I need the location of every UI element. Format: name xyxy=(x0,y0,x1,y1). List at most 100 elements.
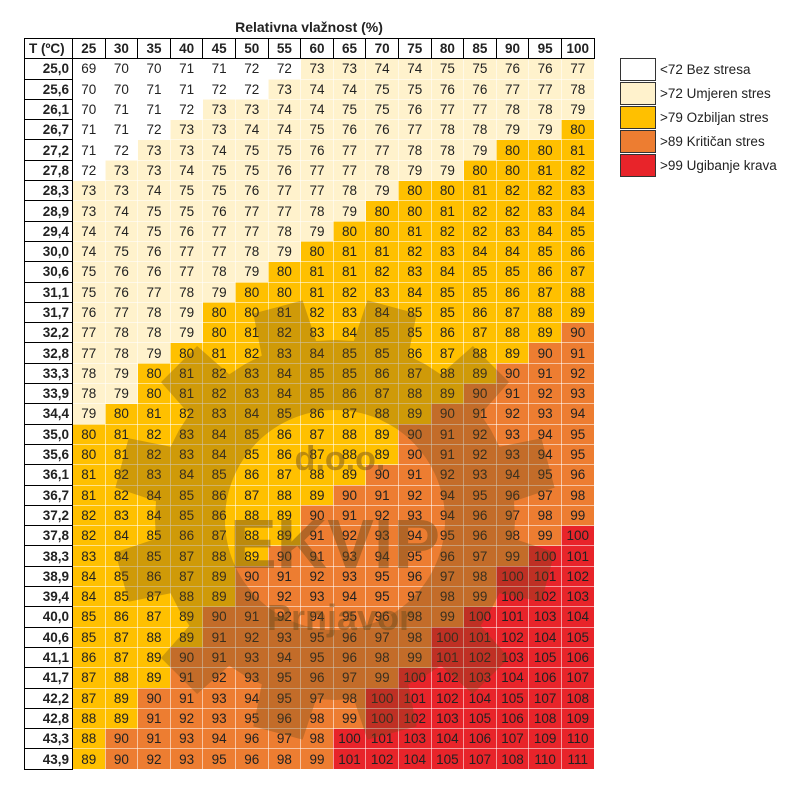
heat-index-cell: 86 xyxy=(202,504,236,527)
heat-index-cell: 105 xyxy=(430,748,465,770)
legend-swatch xyxy=(620,57,656,81)
heat-index-cell: 87 xyxy=(234,484,269,506)
heat-index-cell: 89 xyxy=(495,342,530,364)
heat-index-cell: 102 xyxy=(528,586,562,608)
legend: <72 Bez stresa >72 Umjeren stres >79 Ozbil… xyxy=(620,57,777,177)
heat-index-cell: 85 xyxy=(202,464,236,486)
heat-index-cell: 79 xyxy=(495,119,530,141)
heat-index-cell: 93 xyxy=(365,525,399,547)
heat-index-cell: 82 xyxy=(137,443,171,466)
heat-index-cell: 90 xyxy=(332,484,367,506)
heat-index-cell: 85 xyxy=(463,261,497,283)
heat-index-cell: 82 xyxy=(397,240,432,263)
heat-index-cell: 101 xyxy=(397,687,432,709)
heat-index-cell: 84 xyxy=(300,342,334,364)
heat-index-cell: 74 xyxy=(365,58,399,80)
heat-index-cell: 98 xyxy=(300,728,334,750)
heat-index-cell: 85 xyxy=(137,545,171,567)
heat-index-cell: 96 xyxy=(234,748,269,770)
heat-index-cell: 90 xyxy=(560,322,595,344)
heat-index-cell: 73 xyxy=(72,200,106,222)
heat-index-cell: 88 xyxy=(202,545,236,567)
heat-index-cell: 92 xyxy=(463,423,497,445)
legend-threshold: >99 xyxy=(660,157,683,173)
heat-index-cell: 87 xyxy=(72,687,106,709)
heat-index-cell: 81 xyxy=(332,240,367,263)
temperature-row-label: 37,8 xyxy=(24,525,73,547)
heat-index-cell: 97 xyxy=(397,586,432,608)
heat-index-cell: 107 xyxy=(560,667,595,689)
heat-index-cell: 95 xyxy=(397,545,432,567)
legend-threshold: >79 xyxy=(660,109,683,125)
heat-index-cell: 82 xyxy=(365,261,399,283)
heat-index-cell: 83 xyxy=(169,423,204,445)
heat-index-cell: 100 xyxy=(365,687,399,709)
heat-index-cell: 74 xyxy=(332,78,367,100)
heat-index-cell: 104 xyxy=(528,626,562,648)
table-row: 36,1 81 82 83 84 85 86 87 88 89 90 91 92 93 94 95 96 xyxy=(24,464,595,486)
heat-index-cell: 101 xyxy=(495,606,530,628)
heat-index-cell: 91 xyxy=(463,403,497,425)
heat-index-cell: 92 xyxy=(397,484,432,506)
heat-index-cell: 87 xyxy=(137,606,171,628)
heat-index-cell: 84 xyxy=(495,240,530,263)
legend-swatch xyxy=(620,153,656,177)
heat-index-cell: 76 xyxy=(234,180,269,202)
heat-index-cell: 75 xyxy=(234,139,269,161)
heat-index-cell: 85 xyxy=(365,322,399,344)
heat-index-cell: 94 xyxy=(300,606,334,628)
heat-index-cell: 72 xyxy=(169,98,204,121)
heat-index-cell: 94 xyxy=(397,525,432,547)
heat-index-cell: 92 xyxy=(495,403,530,425)
table-row: 31,7 76 77 78 79 80 80 81 82 83 84 85 85 86 87 88 89 xyxy=(24,301,595,324)
heat-index-cell: 82 xyxy=(104,464,139,486)
heat-index-cell: 92 xyxy=(137,748,171,770)
heat-index-cell: 76 xyxy=(202,200,236,222)
heat-index-cell: 92 xyxy=(528,383,562,405)
heat-index-cell: 73 xyxy=(332,58,367,80)
heat-index-cell: 85 xyxy=(72,606,106,628)
heat-index-cell: 88 xyxy=(300,464,334,486)
table-row: 27,8 72 73 73 74 75 75 76 77 77 78 79 79 80 80 81 82 xyxy=(24,159,595,182)
heat-index-cell: 88 xyxy=(104,667,139,689)
heat-index-cell: 85 xyxy=(72,626,106,648)
heat-index-cell: 83 xyxy=(300,322,334,344)
heat-index-cell: 78 xyxy=(267,220,302,242)
heat-index-cell: 84 xyxy=(72,586,106,608)
temperature-row-label: 37,2 xyxy=(24,504,73,527)
row-header-label: T (ºC) xyxy=(24,37,73,60)
heat-index-cell: 91 xyxy=(169,667,204,689)
heat-index-cell: 78 xyxy=(463,119,497,141)
heat-index-cell: 74 xyxy=(72,240,106,263)
heat-index-cell: 84 xyxy=(267,383,302,405)
heat-index-cell: 91 xyxy=(430,423,465,445)
heat-index-cell: 75 xyxy=(365,78,399,100)
table-row: 32,2 77 78 78 79 80 81 82 83 84 85 85 86 87 88 89 90 xyxy=(24,322,595,344)
heat-index-cell: 106 xyxy=(495,707,530,730)
heat-index-cell: 82 xyxy=(528,180,562,202)
heat-index-cell: 77 xyxy=(528,78,562,100)
heat-index-cell: 80 xyxy=(267,281,302,303)
heat-index-cell: 78 xyxy=(202,261,236,283)
temperature-row-label: 27,2 xyxy=(24,139,73,161)
heat-index-cell: 78 xyxy=(430,139,465,161)
heat-index-cell: 82 xyxy=(169,403,204,425)
heat-index-cell: 87 xyxy=(267,464,302,486)
heat-index-cell: 111 xyxy=(560,748,595,770)
heat-index-cell: 76 xyxy=(528,58,562,80)
heat-index-cell: 82 xyxy=(495,200,530,222)
legend-item: >72 Umjeren stres xyxy=(620,81,777,105)
heat-index-cell: 81 xyxy=(300,281,334,303)
heat-index-cell: 80 xyxy=(560,119,595,141)
heat-index-cell: 104 xyxy=(397,748,432,770)
heat-index-cell: 88 xyxy=(365,403,399,425)
heat-index-cell: 77 xyxy=(234,220,269,242)
humidity-column-label: 35 xyxy=(137,37,171,60)
heat-index-cell: 91 xyxy=(202,626,236,648)
heat-index-cell: 76 xyxy=(430,78,465,100)
heat-index-cell: 95 xyxy=(365,565,399,588)
heat-index-cell: 85 xyxy=(495,261,530,283)
heat-index-cell: 92 xyxy=(202,667,236,689)
heat-index-cell: 81 xyxy=(560,139,595,161)
heat-index-cell: 78 xyxy=(430,119,465,141)
